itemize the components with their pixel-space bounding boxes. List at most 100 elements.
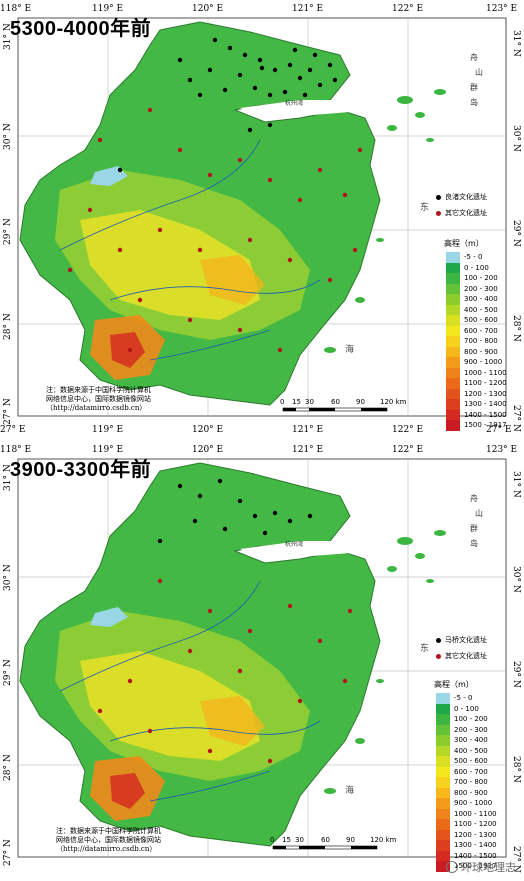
elevation-class-label: -5 - 0 (464, 253, 483, 262)
elevation-swatch (446, 388, 460, 399)
svg-text:122° E: 122° E (392, 4, 423, 14)
legend-item-red: 其它文化遗址 (436, 651, 487, 661)
terrain-peak (110, 332, 145, 368)
svg-text:27° N: 27° N (3, 839, 13, 866)
scale-tick-120: 120 km (370, 836, 397, 844)
elevation-class-row: 200 - 300 (436, 724, 497, 735)
elevation-swatch (446, 409, 460, 420)
elevation-class-label: 1300 - 1400 (464, 400, 507, 409)
svg-text:31° N: 31° N (511, 471, 521, 498)
elevation-class-row: 1300 - 1400 (446, 399, 507, 410)
elevation-class-label: 1000 - 1100 (454, 809, 497, 818)
scale-tick-15: 15 (282, 836, 291, 844)
elevation-class-row: 300 - 400 (446, 294, 507, 305)
period-title-1: 5300-4000年前 (10, 18, 152, 40)
legend-item-black: 马桥文化遗址 (436, 635, 487, 645)
elevation-class-row: -5 - 0 (436, 693, 497, 704)
elevation-class-row: 1300 - 1400 (436, 840, 497, 851)
elevation-class-row: 1400 - 1500 (446, 409, 507, 420)
svg-text:30° N: 30° N (511, 566, 521, 593)
island-char-1: 舟 (470, 493, 478, 503)
elevation-class-row: 1500 - 1917 (436, 861, 497, 872)
period-title-2: 3900-3300年前 (10, 459, 152, 481)
elevation-class-row: 1100 - 1200 (436, 819, 497, 830)
lake (90, 607, 128, 627)
svg-text:122° E: 122° E (392, 445, 423, 455)
elevation-class-label: 100 - 200 (454, 715, 488, 724)
elevation-class-row: 1100 - 1200 (446, 378, 507, 389)
watermark: 环球地理志 (446, 859, 516, 875)
sea-east-label: 东 (420, 642, 429, 654)
scale-tick-120: 120 km (380, 398, 407, 406)
elevation-class-row: 1200 - 1300 (436, 829, 497, 840)
island-char-4: 岛 (470, 97, 478, 107)
elevation-class-label: 700 - 800 (464, 337, 498, 346)
elevation-swatch (446, 262, 460, 273)
svg-text:119° E: 119° E (92, 4, 123, 14)
svg-text:29° N: 29° N (511, 220, 521, 247)
islands (324, 89, 446, 353)
elevation-swatch (436, 808, 450, 819)
elevation-swatch (446, 378, 460, 389)
svg-text:120° E: 120° E (192, 4, 223, 14)
liangzhu-sites (117, 37, 338, 173)
hangzhou-bay (240, 541, 350, 559)
axis-right-labels: 31° N 30° N 29° N 28° N 27° N (511, 30, 521, 432)
elevation-class-label: 1500 - 1917 (454, 862, 497, 871)
elevation-title: 高程（m） (434, 680, 474, 689)
elevation-swatch (446, 283, 460, 294)
elevation-swatch (446, 336, 460, 347)
bay-label: 杭州湾 (285, 540, 303, 548)
island-char-2: 山 (475, 508, 483, 518)
elevation-class-label: 600 - 700 (464, 326, 498, 335)
svg-text:30° N: 30° N (3, 123, 13, 150)
svg-text:30° N: 30° N (511, 125, 521, 152)
scale-bar (272, 845, 378, 850)
axis-left-labels: 31° N 30° N 29° N 28° N 27° N (3, 23, 13, 425)
island-char-3: 群 (470, 523, 478, 533)
svg-text:118° E: 118° E (0, 4, 31, 14)
elevation-class-row: 200 - 300 (446, 283, 507, 294)
source-note-2: 注：数据来源于中国科学院计算机 网络信息中心，国际数据镜像网站 （http://… (56, 827, 161, 853)
elevation-swatch (446, 367, 460, 378)
elevation-swatch (436, 714, 450, 725)
scale-tick-30: 30 (295, 836, 304, 844)
rivers (59, 580, 321, 802)
elevation-class-row: 1000 - 1100 (436, 808, 497, 819)
elevation-swatch (446, 399, 460, 410)
watermark-icon (446, 861, 458, 873)
elevation-title: 高程（m） (444, 239, 484, 248)
elevation-class-label: 300 - 400 (454, 736, 488, 745)
elevation-swatch (436, 703, 450, 714)
map-canvas-1: 杭州湾 东 海 舟 山 群 岛 118° E 119° E 120° E 121… (0, 4, 521, 435)
elevation-class-row: 1000 - 1100 (446, 367, 507, 378)
elevation-class-row: 1200 - 1300 (446, 388, 507, 399)
scale-tick-0: 0 (280, 398, 285, 406)
svg-text:29° N: 29° N (511, 661, 521, 688)
elevation-class-label: 300 - 400 (464, 295, 498, 304)
elevation-class-label: 400 - 500 (454, 746, 488, 755)
elevation-swatch (446, 346, 460, 357)
other-sites (67, 107, 363, 353)
elevation-class-row: 900 - 1000 (446, 357, 507, 368)
scale-tick-90: 90 (356, 398, 365, 406)
svg-text:27° N: 27° N (511, 846, 521, 873)
elevation-class-row: -5 - 0 (446, 252, 507, 263)
elevation-class-label: 800 - 900 (464, 347, 498, 356)
svg-text:119° E: 119° E (92, 425, 123, 435)
elevation-class-label: 0 - 100 (454, 704, 479, 713)
source-note-1: 注：数据来源于中国科学院计算机 网络信息中心，国际数据镜像网站 （http://… (46, 386, 151, 412)
elevation-class-row: 600 - 700 (436, 766, 497, 777)
elevation-class-label: 1200 - 1300 (454, 830, 497, 839)
svg-text:123° E: 123° E (486, 445, 517, 455)
elevation-class-row: 700 - 800 (446, 336, 507, 347)
elevation-class-label: 900 - 1000 (454, 799, 493, 808)
svg-text:122° E: 122° E (392, 425, 423, 435)
svg-text:28° N: 28° N (3, 754, 13, 781)
elevation-swatch (446, 294, 460, 305)
elevation-class-row: 900 - 1000 (436, 798, 497, 809)
elevation-class-label: 1300 - 1400 (454, 841, 497, 850)
